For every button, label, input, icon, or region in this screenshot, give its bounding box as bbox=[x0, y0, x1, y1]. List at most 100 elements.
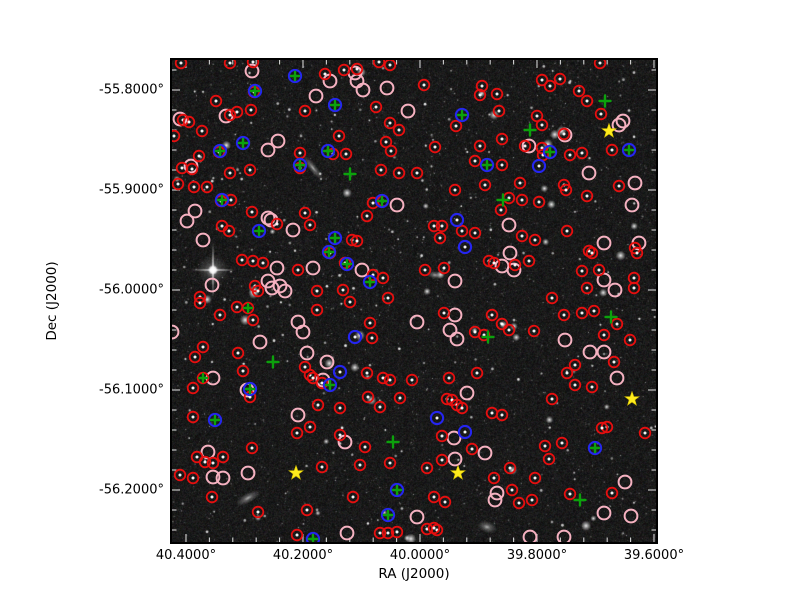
red-circle-marker bbox=[373, 400, 387, 414]
red-circle-marker bbox=[553, 72, 567, 86]
red-circle-marker bbox=[437, 261, 451, 275]
red-circle-marker bbox=[508, 258, 522, 272]
red-circle-marker bbox=[213, 308, 227, 322]
sky-plot-area bbox=[170, 58, 658, 544]
red-circle-marker bbox=[290, 528, 304, 542]
sky-image-canvas bbox=[172, 60, 656, 542]
source-dot bbox=[179, 61, 183, 65]
blue-circle-marker bbox=[531, 158, 547, 174]
source-dot bbox=[590, 251, 594, 255]
red-circle-marker bbox=[196, 340, 210, 354]
blue-circle-marker bbox=[287, 68, 303, 84]
red-circle-marker bbox=[594, 107, 608, 121]
red-circle-marker bbox=[383, 116, 397, 130]
source-dot bbox=[518, 181, 522, 185]
red-circle-marker bbox=[350, 62, 364, 76]
source-dot bbox=[547, 457, 551, 461]
red-circle-marker bbox=[557, 308, 571, 322]
red-circle-marker bbox=[393, 391, 407, 405]
red-circle-marker bbox=[383, 456, 397, 470]
blue-circle-marker bbox=[332, 364, 348, 380]
source-dot bbox=[533, 476, 537, 480]
green-cross-marker bbox=[323, 246, 335, 258]
green-cross-marker bbox=[266, 355, 280, 369]
source-dot bbox=[251, 60, 255, 64]
source-dot bbox=[537, 164, 541, 168]
source-dot bbox=[599, 112, 603, 116]
red-circle-marker bbox=[515, 193, 529, 207]
source-dot bbox=[227, 229, 231, 233]
red-circle-marker bbox=[303, 218, 317, 232]
source-dot bbox=[320, 381, 324, 385]
pink-circle-marker bbox=[389, 197, 405, 213]
source-dot bbox=[520, 198, 524, 202]
source-dot bbox=[478, 144, 482, 148]
red-circle-marker bbox=[522, 254, 536, 268]
source-dot bbox=[250, 210, 254, 214]
red-circle-marker bbox=[568, 358, 582, 372]
source-dot bbox=[550, 296, 554, 300]
pink-circle-marker bbox=[319, 354, 335, 370]
blue-circle-marker bbox=[321, 244, 337, 260]
red-circle-marker bbox=[245, 205, 259, 219]
red-circle-marker bbox=[298, 206, 312, 220]
source-dot bbox=[210, 495, 214, 499]
source-dot bbox=[218, 313, 222, 317]
red-circle-marker bbox=[251, 505, 265, 519]
source-dot bbox=[540, 78, 544, 82]
source-dot bbox=[628, 338, 632, 342]
green-cross-marker bbox=[341, 258, 353, 270]
green-cross-marker bbox=[214, 145, 226, 157]
source-dot bbox=[370, 336, 374, 340]
pink-circle-marker bbox=[596, 235, 612, 251]
red-circle-marker bbox=[337, 63, 351, 77]
source-dot bbox=[308, 223, 312, 227]
pink-circle-marker bbox=[277, 283, 293, 299]
red-circle-marker bbox=[527, 324, 541, 338]
source-dot bbox=[473, 231, 477, 235]
red-circle-marker bbox=[290, 426, 304, 440]
source-dot bbox=[490, 411, 494, 415]
blue-circle-marker bbox=[251, 223, 267, 239]
source-dot bbox=[303, 211, 307, 215]
pink-circle-marker bbox=[596, 344, 612, 360]
source-dot bbox=[379, 168, 383, 172]
source-dot bbox=[384, 140, 388, 144]
source-dot bbox=[205, 185, 209, 189]
source-dot bbox=[386, 296, 390, 300]
source-dot bbox=[423, 268, 427, 272]
source-dot bbox=[303, 365, 307, 369]
source-dot bbox=[197, 154, 201, 158]
source-dot bbox=[172, 134, 176, 138]
source-dot bbox=[203, 460, 207, 464]
green-cross-marker bbox=[573, 493, 587, 507]
source-dot bbox=[565, 371, 569, 375]
red-circle-marker bbox=[545, 291, 559, 305]
blue-circle-marker bbox=[457, 424, 473, 440]
blue-circle-marker bbox=[235, 135, 251, 151]
green-cross-marker bbox=[382, 509, 394, 521]
source-dot bbox=[298, 151, 302, 155]
red-circle-marker bbox=[623, 333, 637, 347]
red-circle-marker bbox=[448, 183, 462, 197]
source-dot bbox=[442, 266, 446, 270]
source-dot bbox=[442, 311, 446, 315]
red-circle-marker bbox=[198, 455, 212, 469]
red-circle-marker bbox=[236, 364, 250, 378]
source-dot bbox=[415, 171, 419, 175]
pink-circle-marker bbox=[615, 113, 631, 129]
red-circle-marker bbox=[256, 256, 270, 270]
red-circle-marker bbox=[575, 264, 589, 278]
source-dot bbox=[523, 144, 527, 148]
red-circle-marker bbox=[442, 371, 456, 385]
pink-circle-marker bbox=[582, 344, 598, 360]
red-circle-marker bbox=[241, 301, 255, 315]
source-dot bbox=[560, 441, 564, 445]
blue-circle-marker bbox=[320, 143, 336, 159]
red-circle-marker bbox=[455, 224, 469, 238]
pink-circle-marker bbox=[172, 324, 180, 340]
source-dot bbox=[632, 286, 636, 290]
red-circle-marker bbox=[560, 224, 574, 238]
red-circle-marker bbox=[318, 67, 332, 81]
